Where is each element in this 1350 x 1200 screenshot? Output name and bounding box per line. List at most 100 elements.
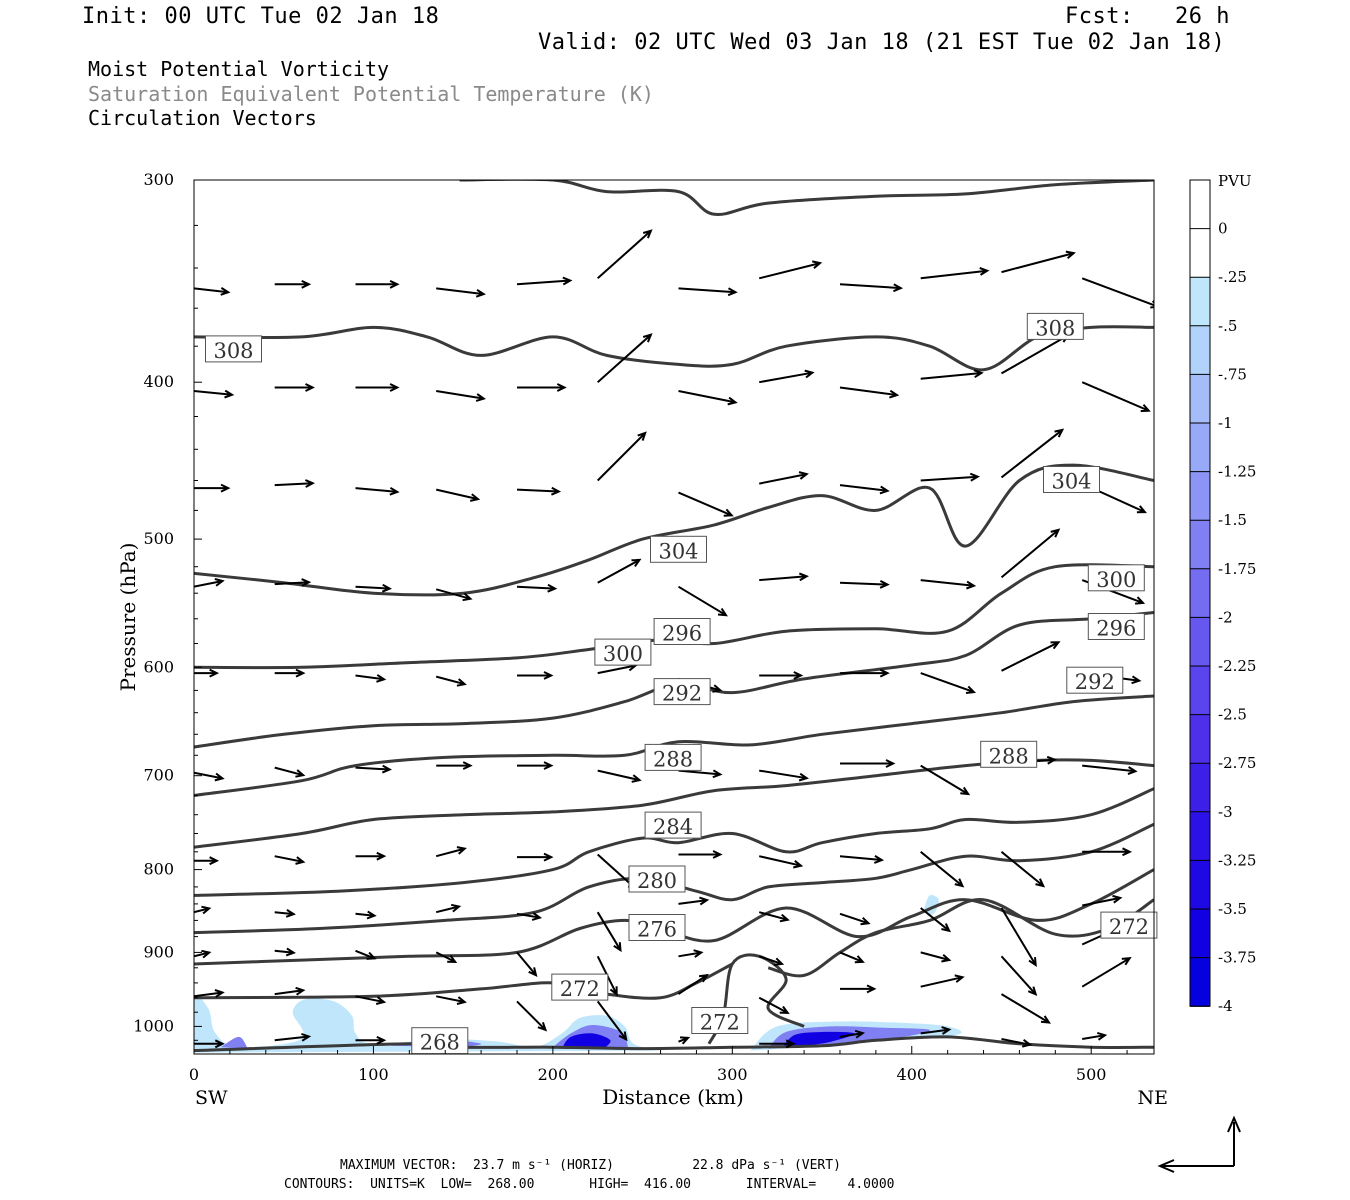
- circulation-vector: [758, 260, 823, 280]
- colorbar-tick-label: -2.75: [1218, 754, 1256, 772]
- colorbar-swatch: [1190, 325, 1210, 375]
- circulation-vector: [920, 851, 965, 888]
- circulation-vector: [920, 907, 951, 933]
- colorbar-tick-label: -3.25: [1218, 851, 1256, 869]
- circulation-vector: [1082, 894, 1123, 907]
- circulation-vector: [435, 846, 467, 858]
- circulation-vector: [1000, 907, 1037, 967]
- contour-label-box: [691, 1007, 749, 1034]
- y-axis: 300 400 500 600 700 800 900 1000: [133, 170, 202, 1041]
- x-tick-label: 400: [897, 1065, 928, 1084]
- left-end-label: SW: [195, 1087, 228, 1109]
- contour-label: 272: [700, 1011, 740, 1035]
- colorbar-swatch: [1190, 471, 1210, 521]
- colorbar-unit: PVU: [1218, 172, 1252, 190]
- contour-label-box: [205, 335, 262, 363]
- circulation-vector: [920, 267, 990, 280]
- init-time: Init: 00 UTC Tue 02 Jan 18: [82, 4, 440, 29]
- contour-label: 268: [420, 1031, 460, 1055]
- circulation-vector: [920, 951, 952, 963]
- y-tick-label: 700: [143, 766, 174, 785]
- colorbar-swatch: [1190, 860, 1210, 910]
- contour-label-box: [1100, 911, 1158, 939]
- circulation-vector: [920, 764, 971, 796]
- circulation-vector: [920, 974, 965, 988]
- colorbar-tick-label: -2.5: [1218, 706, 1247, 724]
- circulation-vector: [1081, 277, 1154, 309]
- circulation-vector: [355, 383, 400, 392]
- contour-label: 272: [1109, 915, 1149, 939]
- contour-label: 284: [653, 815, 693, 839]
- contour-label-box: [980, 740, 1038, 768]
- circulation-vector: [1000, 428, 1065, 479]
- colorbar-tick-label: -.25: [1218, 268, 1247, 286]
- circulation-vector: [678, 491, 734, 517]
- right-end-label: NE: [1138, 1087, 1169, 1109]
- circulation-vector: [678, 949, 704, 958]
- circulation-vector: [759, 671, 804, 680]
- circulation-vector: [678, 287, 738, 297]
- circulation-vector: [435, 903, 462, 914]
- valid-time: Valid: 02 UTC Wed 03 Jan 18 (21 EST Tue …: [538, 30, 1226, 55]
- circulation-vector: [516, 951, 538, 977]
- circulation-vectors: [194, 229, 1154, 1049]
- contour-label-box: [650, 535, 707, 563]
- circulation-vector: [274, 479, 315, 488]
- colorbar-swatch: [1190, 568, 1210, 618]
- circulation-vector: [839, 912, 871, 926]
- contour-label-box: [1087, 613, 1145, 640]
- contour-label-box: [1087, 564, 1145, 592]
- colorbar-tick-label: -1.75: [1218, 560, 1256, 578]
- colorbar-swatch: [1190, 909, 1210, 959]
- contour-label: 292: [1075, 670, 1115, 694]
- circulation-vector: [194, 1039, 225, 1049]
- circulation-vector: [597, 333, 653, 383]
- contour-label-box: [1043, 466, 1100, 493]
- colorbar-swatch: [1190, 423, 1210, 473]
- colorbar-tick-label: -.75: [1218, 365, 1247, 383]
- field-theta-es: Saturation Equivalent Potential Temperat…: [88, 82, 654, 106]
- circulation-vector: [194, 905, 212, 915]
- circulation-vector: [1082, 764, 1138, 775]
- pv-region: [782, 1031, 855, 1048]
- y-tick-label: 500: [143, 529, 174, 548]
- circulation-vector: [758, 996, 790, 1014]
- contour-label-box: [411, 1027, 469, 1055]
- circulation-vector: [436, 287, 486, 298]
- circulation-vector: [274, 668, 306, 678]
- colorbar-swatch: [1190, 617, 1210, 667]
- circulation-vector: [274, 909, 296, 918]
- circulation-vector: [355, 910, 377, 920]
- contour-label-box: [644, 811, 702, 839]
- circulation-vector: [274, 279, 312, 289]
- colorbar-swatch: [1190, 374, 1210, 424]
- circulation-vector: [355, 1035, 387, 1045]
- circulation-vector: [759, 769, 809, 782]
- circulation-vector: [516, 276, 573, 286]
- x-axis: 0 100 200 300 400 500: [189, 1046, 1128, 1084]
- contour-line: [767, 898, 1154, 978]
- pv-region: [561, 1033, 611, 1050]
- circulation-vector: [194, 949, 212, 959]
- circulation-vector: [1001, 641, 1061, 672]
- circulation-vector: [758, 955, 785, 966]
- circulation-vector: [194, 989, 225, 998]
- circulation-vector: [678, 390, 738, 406]
- colorbar-tick-label: -3.75: [1218, 949, 1256, 967]
- y-tick-label: 900: [143, 942, 174, 961]
- circulation-vector: [596, 911, 622, 953]
- contour-label: 300: [603, 642, 643, 666]
- pv-region: [194, 995, 661, 1053]
- circulation-vector: [678, 850, 723, 859]
- circulation-vector: [839, 951, 865, 964]
- circulation-vector: [435, 588, 473, 602]
- contour-label-box: [628, 914, 686, 941]
- circulation-vector: [194, 771, 225, 782]
- x-axis-label: Distance (km): [602, 1085, 744, 1109]
- circulation-vector: [355, 949, 377, 960]
- forecast-hour: Fcst: 26 h: [1065, 4, 1230, 29]
- circulation-vector: [1001, 1038, 1033, 1048]
- contour-line: [194, 463, 1154, 597]
- contour-label: 300: [1096, 568, 1136, 592]
- contour-label: 296: [662, 622, 702, 646]
